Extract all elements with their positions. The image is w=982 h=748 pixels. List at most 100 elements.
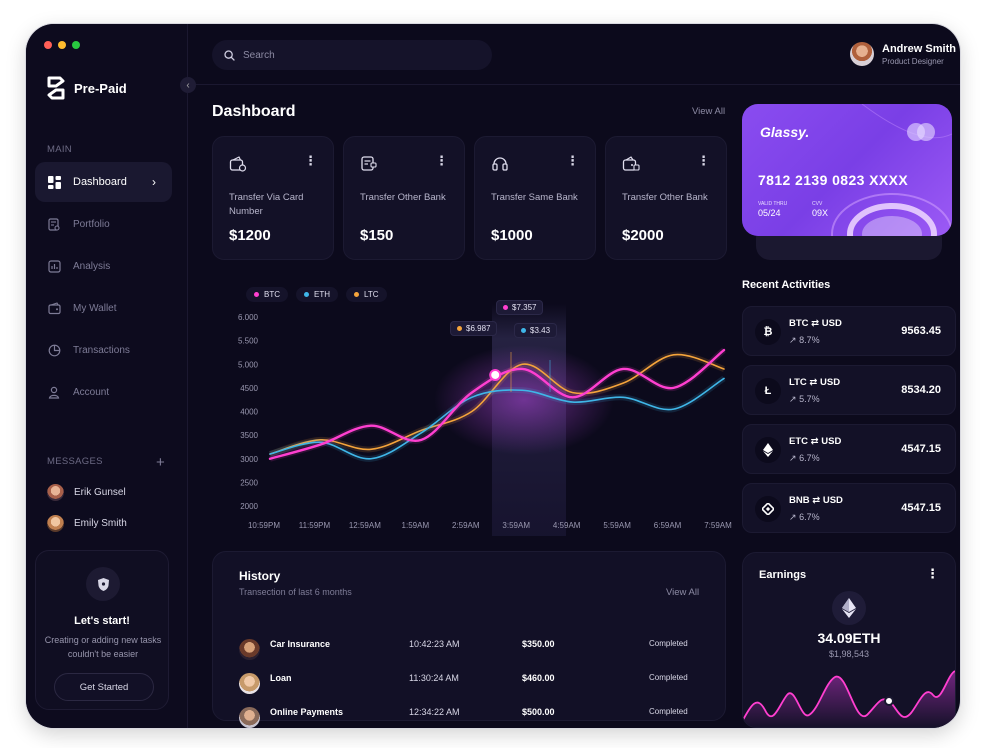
activity-item-ltc[interactable]: Ł LTC ⇄ USD ↗ 5.7% 8534.20 bbox=[742, 365, 956, 415]
dashboard-view-all-link[interactable]: View All bbox=[692, 106, 726, 117]
card-valid-label: VALID THRU bbox=[758, 201, 788, 207]
collapse-sidebar-button[interactable]: ‹ bbox=[180, 77, 196, 93]
quote-symbol: USD bbox=[820, 377, 841, 388]
search-bar[interactable] bbox=[212, 40, 492, 70]
y-tick-label: 4500 bbox=[240, 384, 258, 393]
activity-item-bnb[interactable]: BNB ⇄ USD ↗ 6.7% 4547.15 bbox=[742, 483, 956, 533]
legend-btc[interactable]: BTC bbox=[246, 287, 288, 302]
status-badge: Completed bbox=[649, 707, 688, 716]
legend-swatch bbox=[304, 292, 309, 297]
page-title: Dashboard bbox=[212, 103, 296, 120]
activity-pair: ETC ⇄ USD bbox=[789, 436, 841, 447]
search-input[interactable] bbox=[243, 49, 463, 61]
card-network-icon bbox=[907, 123, 935, 141]
history-view-all-link[interactable]: View All bbox=[666, 587, 700, 598]
sidebar-item-account[interactable]: Account bbox=[35, 372, 172, 412]
close-window-button[interactable] bbox=[44, 41, 52, 49]
more-options-icon[interactable]: ⋮ bbox=[566, 153, 579, 168]
sidebar-item-label: Dashboard bbox=[73, 176, 127, 188]
series-line-btc[interactable] bbox=[268, 348, 726, 460]
sidebar-item-transactions[interactable]: Transactions bbox=[35, 330, 172, 370]
coin-symbol: LTC bbox=[789, 377, 807, 388]
user-profile[interactable]: Andrew Smith Product Designer bbox=[850, 42, 956, 66]
more-options-icon[interactable]: ⋮ bbox=[926, 566, 939, 581]
history-title: History bbox=[239, 569, 281, 583]
message-item-emily-smith[interactable]: Emily Smith bbox=[47, 515, 127, 532]
activity-item-btc[interactable]: ₿ BTC ⇄ USD ↗ 8.7% 9563.45 bbox=[742, 306, 956, 356]
sidebar-item-analysis[interactable]: Analysis bbox=[35, 246, 172, 286]
more-options-icon[interactable]: ⋮ bbox=[697, 153, 710, 168]
history-subtitle: Transection of last 6 months bbox=[239, 587, 352, 597]
x-tick-label: 4:59AM bbox=[553, 521, 581, 530]
header-divider bbox=[188, 84, 960, 85]
price-line-chart[interactable]: 6.0005.5005.000450040003500300025002000 … bbox=[204, 280, 734, 550]
stat-value: $150 bbox=[360, 227, 394, 244]
earnings-fiat-value: $1,98,543 bbox=[828, 649, 870, 659]
table-row[interactable]: Online Payments 12:34:22 AM $500.00 Comp… bbox=[239, 699, 699, 728]
avatar bbox=[47, 515, 64, 532]
more-options-icon[interactable]: ⋮ bbox=[435, 153, 448, 168]
series-line-ltc[interactable] bbox=[269, 353, 725, 455]
x-tick-label: 2:59AM bbox=[452, 521, 480, 530]
x-tick-label: 7:59AM bbox=[704, 521, 732, 530]
window-controls bbox=[44, 41, 80, 49]
avatar bbox=[239, 707, 260, 728]
activity-change: 8.7% bbox=[799, 335, 820, 345]
maximize-window-button[interactable] bbox=[72, 41, 80, 49]
stat-card-transfer-other-bank-2[interactable]: ⋮ Transfer Other Bank $2000 bbox=[605, 136, 727, 260]
user-role: Product Designer bbox=[882, 56, 944, 66]
sidebar-item-label: Account bbox=[73, 386, 110, 398]
credit-card[interactable]: Glassy. 7812 2139 0823 XXXX VALID THRU 0… bbox=[742, 104, 952, 236]
table-row[interactable]: Loan 11:30:24 AM $460.00 Completed bbox=[239, 665, 699, 694]
chevron-right-icon: › bbox=[152, 175, 156, 189]
sidebar-item-portfolio[interactable]: Portfolio bbox=[35, 204, 172, 244]
activity-value: 4547.15 bbox=[901, 443, 941, 455]
tooltip-value: $7.357 bbox=[512, 303, 537, 312]
avatar bbox=[239, 673, 260, 694]
sidebar-item-label: My Wallet bbox=[73, 302, 117, 314]
activity-change: 5.7% bbox=[799, 394, 820, 404]
earnings-sparkline bbox=[743, 670, 955, 727]
user-name: Andrew Smith bbox=[882, 42, 956, 55]
message-item-erik-gunsel[interactable]: Erik Gunsel bbox=[47, 484, 126, 501]
y-tick-label: 5.000 bbox=[238, 360, 259, 369]
sidebar-item-dashboard[interactable]: Dashboard › bbox=[35, 162, 172, 202]
activity-change: 6.7% bbox=[799, 512, 820, 522]
status-badge: Completed bbox=[649, 639, 688, 648]
search-icon bbox=[224, 49, 235, 61]
earnings-marker[interactable] bbox=[884, 696, 894, 706]
tooltip-eth: $3.43 bbox=[514, 323, 558, 338]
history-amount: $350.00 bbox=[522, 639, 555, 649]
activity-item-etc[interactable]: ETC ⇄ USD ↗ 6.7% 4547.15 bbox=[742, 424, 956, 474]
stat-card-transfer-same-bank[interactable]: ⋮ Transfer Same Bank $1000 bbox=[474, 136, 596, 260]
brand-logo[interactable]: Pre-Paid bbox=[46, 76, 127, 100]
legend-label: LTC bbox=[364, 290, 379, 299]
tooltip-btc: $7.357 bbox=[496, 300, 544, 315]
history-name: Car Insurance bbox=[270, 639, 331, 649]
quote-symbol: USD bbox=[821, 436, 842, 447]
minimize-window-button[interactable] bbox=[58, 41, 66, 49]
stat-label: Transfer Same Bank bbox=[491, 192, 578, 203]
sidebar-item-my-wallet[interactable]: My Wallet bbox=[35, 288, 172, 328]
history-name: Loan bbox=[270, 673, 292, 683]
stat-card-transfer-via-card[interactable]: ⋮ Transfer Via Card Number $1200 bbox=[212, 136, 334, 260]
shield-icon bbox=[86, 567, 120, 601]
chart-glow bbox=[434, 345, 614, 455]
stat-card-transfer-other-bank[interactable]: ⋮ Transfer Other Bank $150 bbox=[343, 136, 465, 260]
y-tick-label: 2000 bbox=[240, 502, 258, 511]
legend-eth[interactable]: ETH bbox=[296, 287, 338, 302]
get-started-button[interactable]: Get Started bbox=[54, 673, 154, 701]
chart-hover-point[interactable] bbox=[489, 368, 502, 381]
series-line-eth[interactable] bbox=[269, 377, 725, 460]
table-row[interactable]: Car Insurance 10:42:23 AM $350.00 Comple… bbox=[239, 631, 699, 660]
trend-up-icon: ↗ bbox=[789, 512, 797, 522]
tooltip-value: $6.987 bbox=[466, 324, 491, 333]
legend-ltc[interactable]: LTC bbox=[346, 287, 387, 302]
exchange-arrows-icon: ⇄ bbox=[811, 318, 820, 329]
add-message-button[interactable]: + bbox=[156, 454, 165, 471]
card-valid-thru: 05/24 bbox=[758, 208, 781, 218]
stat-value: $1200 bbox=[229, 227, 271, 244]
more-options-icon[interactable]: ⋮ bbox=[304, 153, 317, 168]
same-bank-transfer-icon bbox=[492, 157, 508, 171]
x-tick-label: 6:59AM bbox=[654, 521, 682, 530]
